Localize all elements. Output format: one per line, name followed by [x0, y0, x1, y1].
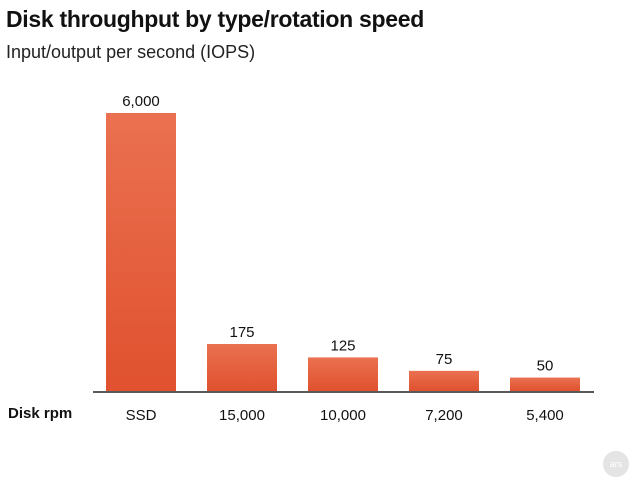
- ars-logo: ars: [603, 451, 629, 477]
- category-label-0: SSD: [126, 407, 157, 424]
- chart-title: Disk throughput by type/rotation speed: [6, 6, 424, 32]
- bar-2: [308, 357, 378, 391]
- value-label-1: 175: [229, 324, 254, 341]
- value-label-3: 75: [436, 351, 453, 368]
- category-label-3: 7,200: [425, 407, 463, 424]
- category-label-4: 5,400: [526, 407, 564, 424]
- category-label-1: 15,000: [219, 407, 265, 424]
- x-axis-label: Disk rpm: [8, 405, 73, 422]
- bar-0: [106, 113, 176, 391]
- bar-1: [207, 344, 277, 391]
- chart-subtitle: Input/output per second (IOPS): [6, 42, 256, 62]
- category-label-2: 10,000: [320, 407, 366, 424]
- value-label-4: 50: [537, 358, 554, 375]
- bar-4: [510, 377, 580, 391]
- bar-3: [409, 370, 479, 391]
- value-label-2: 125: [330, 337, 355, 354]
- value-label-0: 6,000: [122, 93, 160, 110]
